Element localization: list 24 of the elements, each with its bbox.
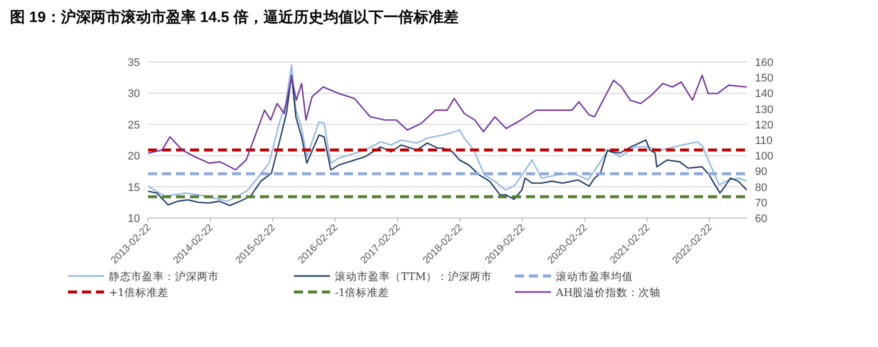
y2-tick-label: 120: [755, 119, 774, 132]
y2-tick-label: 60: [755, 213, 768, 225]
y-tick-label: 15: [128, 182, 140, 194]
legend-label: 滚动市盈率（TTM）：沪深两市: [335, 270, 492, 283]
y2-tick-label: 70: [755, 197, 768, 210]
y2-tick-label: 160: [755, 57, 774, 69]
y-tick-label: 25: [128, 119, 140, 132]
legend-label: 滚动市盈率均值: [556, 270, 633, 283]
legend-label: 静态市盈率：沪深两市: [109, 270, 219, 283]
y2-tick-label: 100: [755, 150, 774, 163]
y-tick-label: 20: [128, 150, 140, 163]
y2-tick-label: 80: [755, 182, 768, 194]
y2-tick-label: 150: [755, 72, 774, 85]
legend-label: -1倍标准差: [335, 286, 390, 299]
y-tick-label: 35: [128, 57, 140, 69]
y-tick-label: 30: [128, 88, 140, 100]
y2-tick-label: 90: [755, 166, 768, 178]
chart-title: 图 19：沪深两市滚动市盈率 14.5 倍，逼近历史均值以下一倍标准差: [10, 8, 458, 26]
legend-label: AH股溢价指数：次轴: [555, 286, 661, 299]
y2-tick-label: 110: [755, 135, 773, 147]
y2-tick-label: 130: [755, 104, 774, 116]
y-tick-label: 10: [128, 213, 140, 225]
legend-label: +1倍标准差: [109, 286, 168, 299]
y2-tick-label: 140: [755, 88, 774, 100]
